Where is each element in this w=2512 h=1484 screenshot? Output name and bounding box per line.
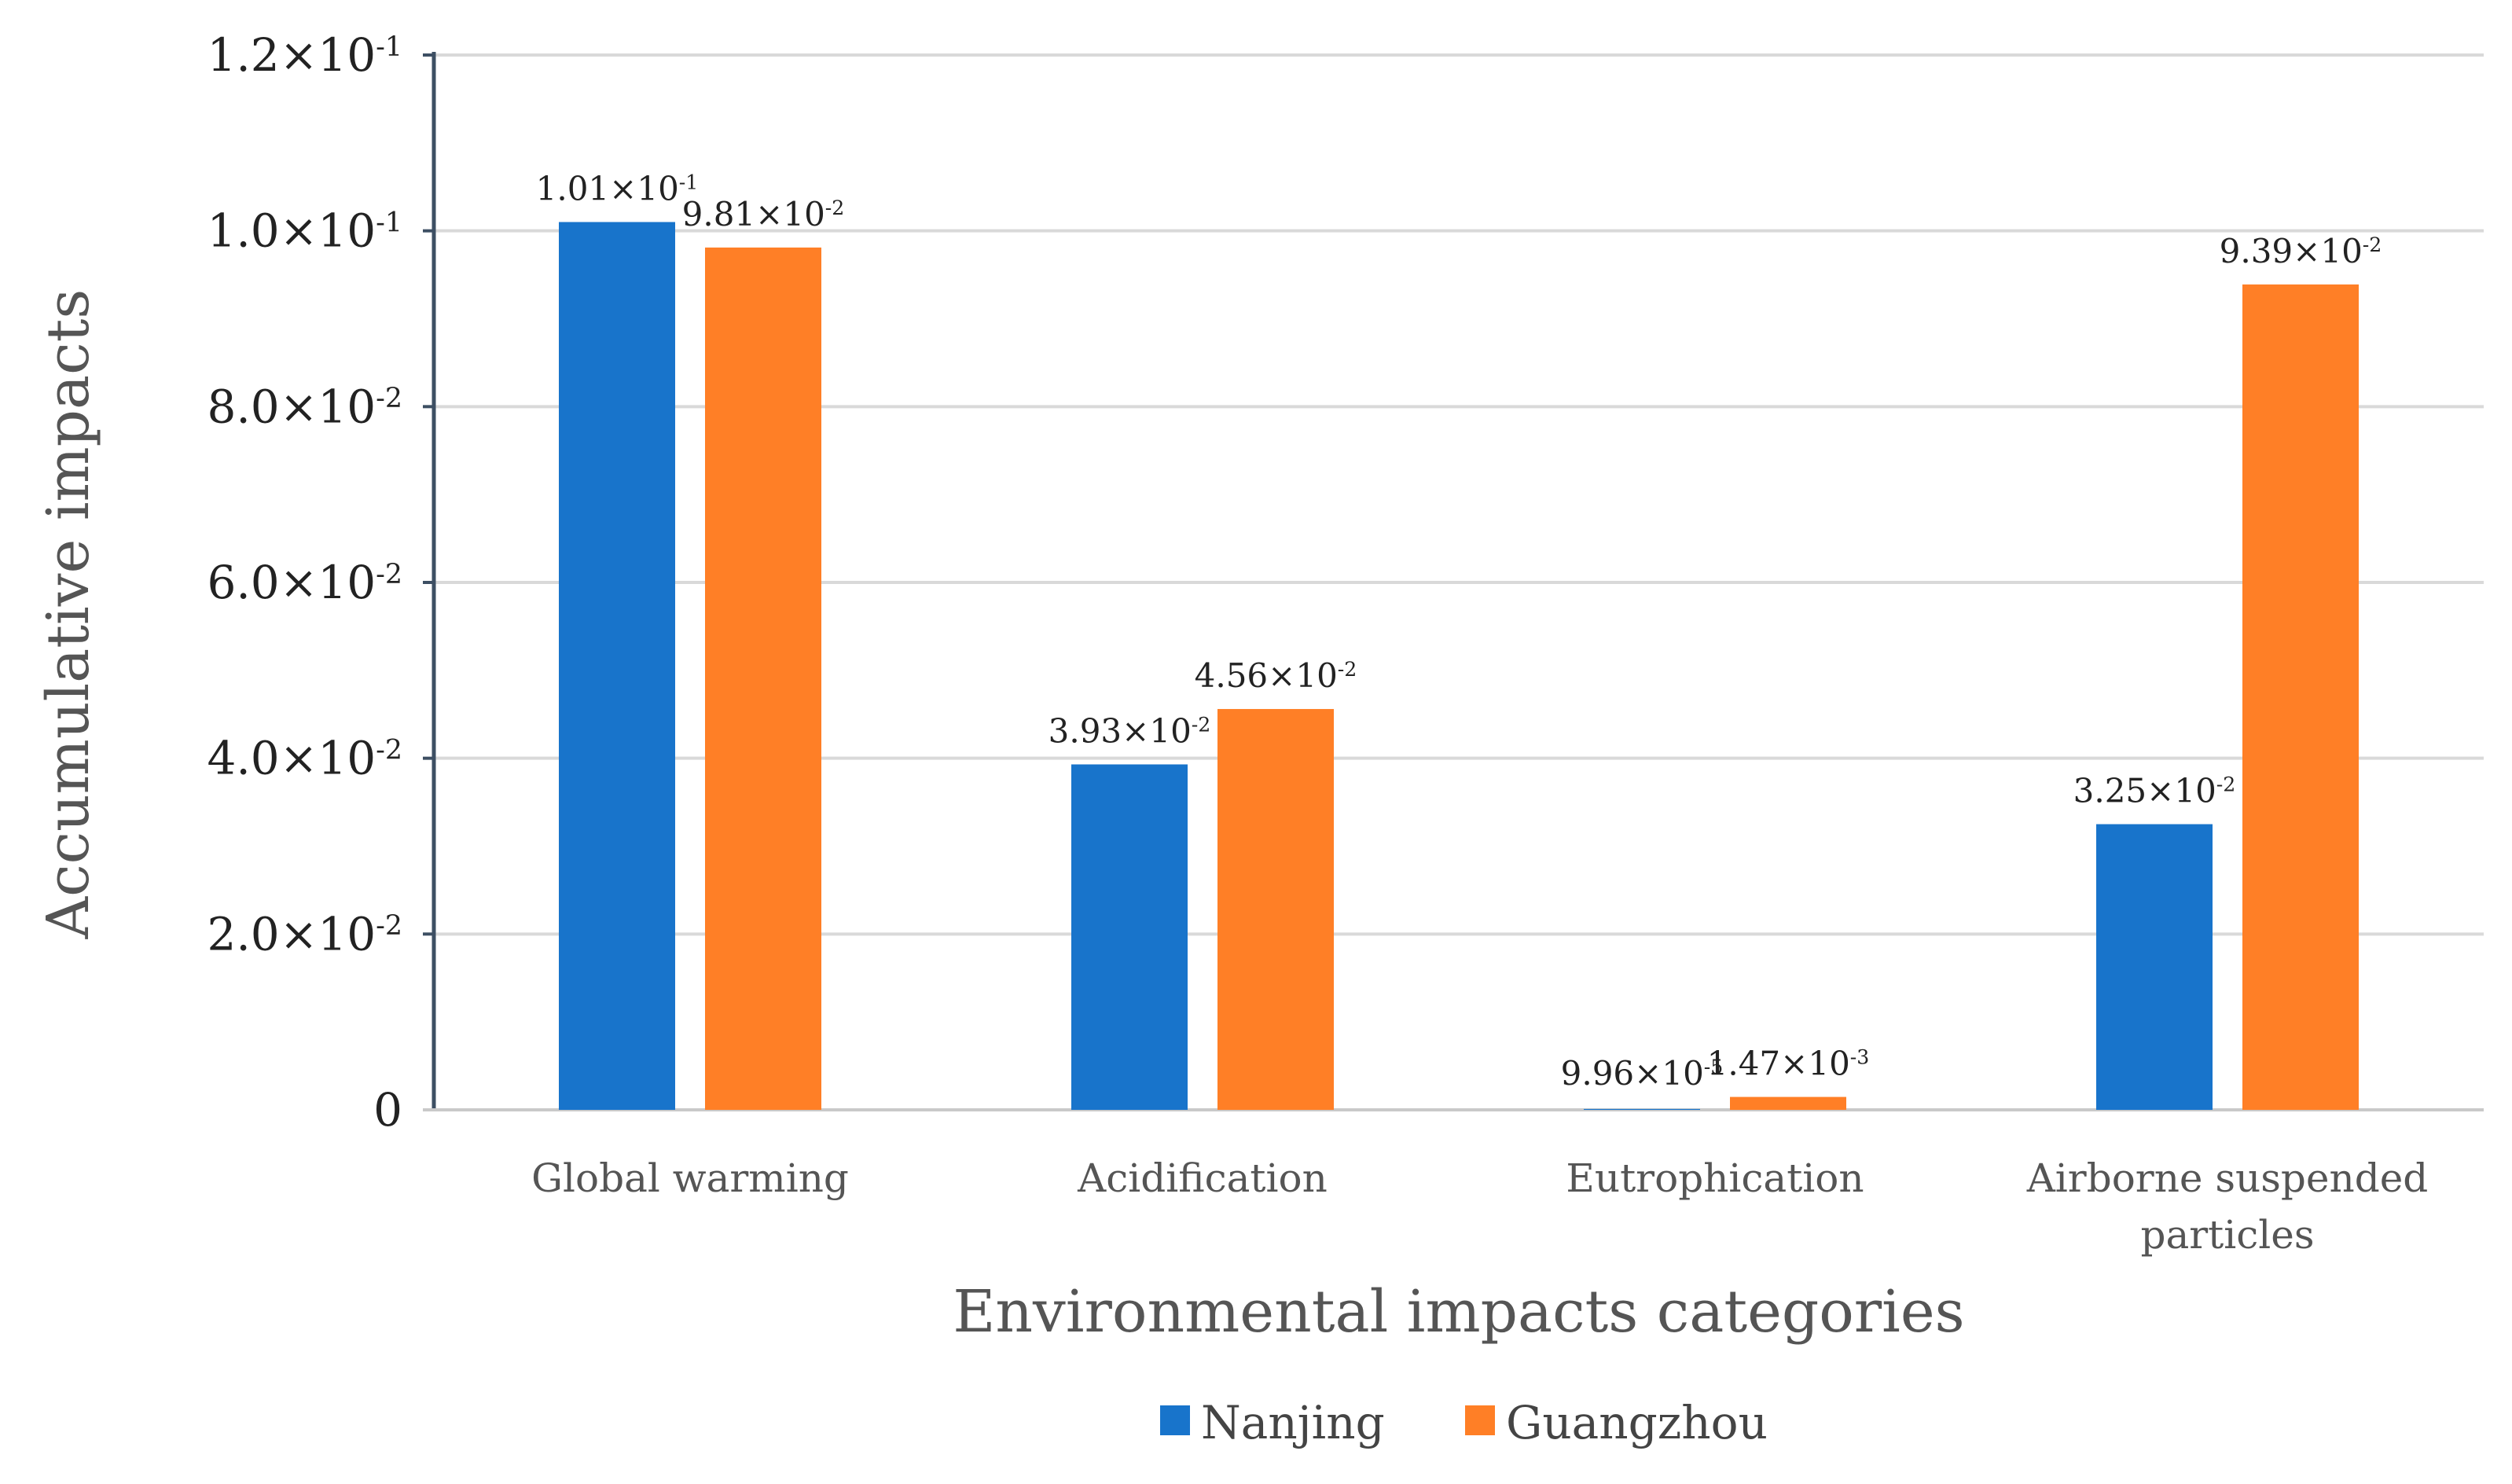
y-tick-label: 1.0×10-1 [207,204,402,258]
x-category-label: Eutrophication [1566,1155,1864,1201]
x-category-label: Airborne suspended [2026,1155,2429,1201]
bar-guangzhou [2242,284,2359,1110]
data-label: 4.56×10-2 [1195,656,1357,695]
bar-nanjing [1584,1108,1700,1110]
bar-guangzhou [705,247,821,1110]
y-tick-label: 8.0×10-2 [207,380,402,433]
y-tick-label: 2.0×10-2 [207,907,402,961]
legend-label-nanjing: Nanjing [1201,1396,1385,1449]
x-category-label: Acidification [1077,1155,1328,1201]
x-category-label: Global warming [531,1155,849,1201]
data-label: 1.47×10-3 [1707,1045,1870,1083]
y-tick-label: 1.2×10-1 [207,28,402,82]
data-label: 9.39×10-2 [2220,232,2382,270]
data-label: 3.25×10-2 [2073,772,2236,810]
bar-guangzhou [1730,1096,1846,1110]
y-tick-label: 6.0×10-2 [207,556,402,609]
data-label: 9.96×10-5 [1561,1054,1724,1093]
legend-swatch-guangzhou [1465,1405,1495,1435]
data-label: 1.01×10-1 [536,169,699,208]
legend-swatch-nanjing [1160,1405,1190,1435]
x-axis-title: Environmental impacts categories [953,1278,1964,1346]
bar-nanjing [2096,824,2213,1110]
y-tick-label: 0 [373,1083,402,1137]
legend-label-guangzhou: Guangzhou [1506,1396,1768,1449]
data-label: 9.81×10-2 [682,195,845,233]
x-category-label: particles [2140,1212,2314,1258]
bar-guangzhou [1217,709,1334,1110]
data-label: 3.93×10-2 [1049,711,1211,750]
y-tick-label: 4.0×10-2 [207,732,402,785]
bar-nanjing [1071,764,1188,1110]
y-axis-title: Accumulative impacts [35,289,102,940]
bar-nanjing [559,222,675,1110]
